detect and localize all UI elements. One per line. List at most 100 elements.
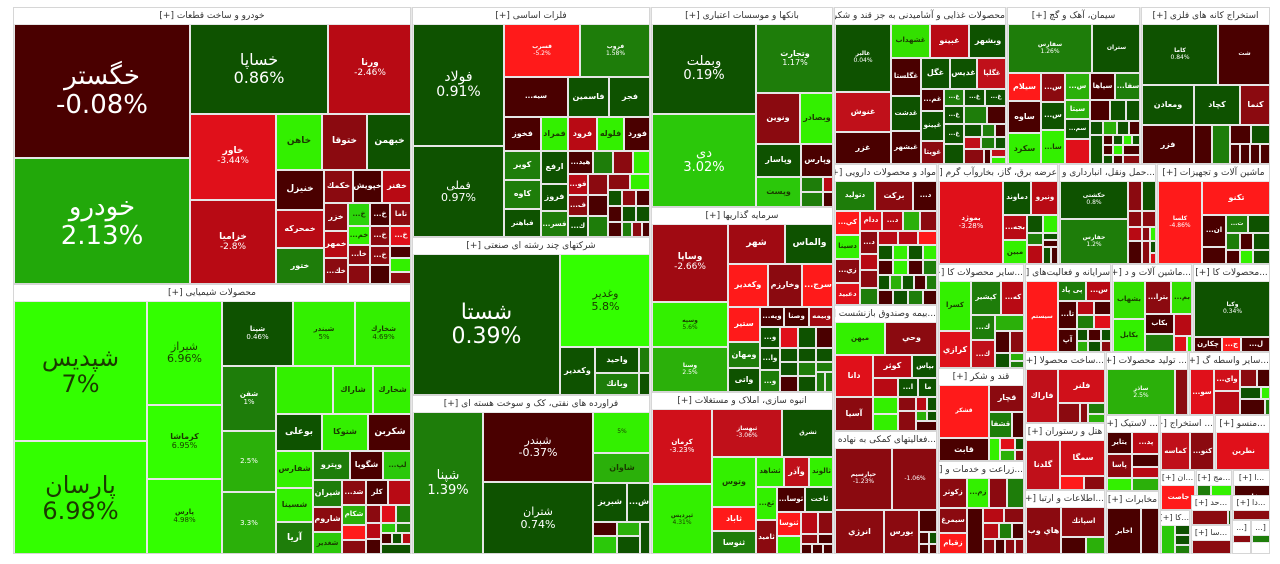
stock-tile[interactable]: ...بترا (1145, 281, 1171, 314)
stock-tile[interactable] (1000, 438, 1015, 450)
stock-tile[interactable] (1004, 508, 1023, 523)
stock-tile[interactable] (893, 290, 908, 304)
stock-tile[interactable]: بموژد -3.28% (939, 181, 1003, 263)
stock-tile[interactable]: شبندر 5% (293, 301, 355, 366)
stock-tile[interactable]: ثالوند (809, 457, 832, 487)
sector-title-expand[interactable]: ...بیمه وصندوق بازنشست [+] (835, 306, 936, 322)
stock-tile[interactable]: ...فسر (541, 211, 568, 236)
stock-tile[interactable]: كچاد (1194, 85, 1240, 125)
stock-tile[interactable]: ...و (760, 327, 780, 348)
stock-tile[interactable] (908, 290, 923, 304)
stock-tile[interactable] (920, 211, 936, 231)
stock-tile[interactable] (1000, 450, 1015, 460)
stock-tile[interactable] (964, 124, 982, 137)
stock-tile[interactable] (1226, 250, 1240, 263)
stock-tile[interactable] (798, 348, 816, 362)
stock-tile[interactable]: ختوقا (322, 114, 367, 170)
stock-tile[interactable]: گلدنا (1026, 440, 1060, 489)
stock-tile[interactable]: انرژي (835, 510, 884, 553)
stock-tile[interactable] (926, 275, 936, 290)
stock-tile[interactable] (1103, 121, 1117, 135)
stock-tile[interactable] (989, 438, 1000, 460)
stock-tile[interactable]: ...خ (348, 203, 370, 226)
stock-tile[interactable] (983, 523, 999, 539)
stock-tile[interactable] (989, 478, 1007, 508)
stock-tile[interactable]: واتی (728, 368, 760, 391)
stock-tile[interactable] (927, 397, 936, 411)
stock-tile[interactable] (823, 177, 832, 192)
stock-tile[interactable]: كرماشا 6.95% (147, 405, 222, 479)
stock-tile[interactable] (1113, 135, 1123, 145)
stock-tile[interactable] (1228, 510, 1230, 524)
stock-tile[interactable]: غویتا (921, 141, 944, 163)
stock-tile[interactable] (1240, 399, 1265, 414)
sector-title-expand[interactable]: بانکها و موسسات اعتباری [+] (652, 8, 832, 24)
stock-tile[interactable]: وتجارت 1.17% (756, 24, 832, 93)
stock-tile[interactable]: وغدیر 5.8% (560, 254, 649, 347)
stock-tile[interactable]: شفن 1% (222, 366, 276, 431)
stock-tile[interactable] (1128, 211, 1142, 227)
stock-tile[interactable] (348, 265, 370, 283)
stock-tile[interactable] (608, 190, 622, 206)
stock-tile[interactable]: ...سیه (504, 77, 568, 117)
stock-tile[interactable]: وبیمه (809, 307, 832, 327)
stock-tile[interactable] (984, 149, 991, 163)
stock-tile[interactable]: غگلپا (977, 58, 1005, 89)
stock-tile[interactable]: خكمك (324, 170, 353, 203)
stock-tile[interactable] (1012, 523, 1023, 539)
stock-tile[interactable]: شیراز 6.96% (147, 301, 222, 405)
stock-tile[interactable] (780, 376, 798, 391)
stock-tile[interactable]: بوعلی (276, 414, 322, 451)
stock-tile[interactable]: شغدیر (313, 532, 342, 553)
stock-tile[interactable]: قچار (989, 385, 1023, 412)
stock-tile[interactable] (1257, 369, 1269, 387)
stock-tile[interactable] (1214, 391, 1240, 414)
stock-tile[interactable] (898, 231, 918, 245)
stock-tile[interactable]: سكرد (1008, 133, 1041, 163)
stock-tile[interactable]: واحید (595, 347, 639, 373)
sector-title-expand[interactable]: خودرو و ساخت قطعات [+] (14, 8, 410, 24)
stock-tile[interactable] (780, 362, 798, 376)
sector-title-expand[interactable]: شرکتهای چند رشته ای صنعتی [+] (413, 238, 649, 254)
stock-tile[interactable]: فجر (609, 77, 649, 117)
stock-tile[interactable] (1061, 537, 1086, 553)
stock-tile[interactable]: ...واي (1214, 369, 1240, 391)
stock-tile[interactable]: هاي وب (1026, 507, 1061, 553)
stock-tile[interactable] (1230, 125, 1251, 144)
stock-tile[interactable]: وكغدیر (728, 264, 768, 307)
stock-tile[interactable]: نطرين (1216, 432, 1269, 469)
stock-tile[interactable] (823, 192, 832, 206)
stock-tile[interactable] (1192, 540, 1230, 553)
stock-tile[interactable] (1253, 250, 1269, 263)
stock-tile[interactable] (823, 544, 832, 553)
stock-tile[interactable]: ...غ (964, 89, 985, 106)
stock-tile[interactable]: ...ثوسا (777, 487, 805, 512)
stock-tile[interactable] (1101, 329, 1110, 341)
stock-tile[interactable]: جاصت (1161, 485, 1194, 509)
stock-tile[interactable] (929, 532, 936, 544)
stock-tile[interactable]: ونیرو (1031, 181, 1057, 215)
sector-title-expand[interactable]: استخراج کانه های فلزی [+] (1142, 8, 1269, 24)
stock-tile[interactable] (919, 510, 936, 532)
stock-tile[interactable] (1150, 227, 1155, 241)
stock-tile[interactable]: ...خ (390, 226, 410, 246)
stock-tile[interactable]: فزر (1142, 125, 1194, 163)
stock-tile[interactable] (1058, 403, 1080, 422)
stock-tile[interactable] (366, 523, 381, 539)
stock-tile[interactable]: ...بم (1171, 281, 1191, 314)
stock-tile[interactable] (617, 522, 640, 536)
stock-tile[interactable]: شخارك 4.69% (355, 301, 410, 366)
stock-tile[interactable]: پارسان 6.98% (14, 441, 147, 553)
stock-tile[interactable] (1090, 100, 1110, 121)
stock-tile[interactable] (987, 106, 1005, 124)
stock-tile[interactable]: ...پد (1132, 432, 1158, 454)
stock-tile[interactable]: غگلستا (891, 58, 921, 96)
stock-tile[interactable] (1027, 233, 1043, 245)
stock-tile[interactable]: اسپاتك (1061, 507, 1104, 537)
stock-tile[interactable]: 2.5% (222, 431, 276, 492)
stock-tile[interactable] (1174, 314, 1191, 336)
stock-tile[interactable] (1150, 241, 1155, 253)
stock-tile[interactable]: ثشرق (782, 409, 832, 457)
stock-tile[interactable] (1043, 240, 1057, 247)
stock-tile[interactable] (816, 327, 832, 348)
